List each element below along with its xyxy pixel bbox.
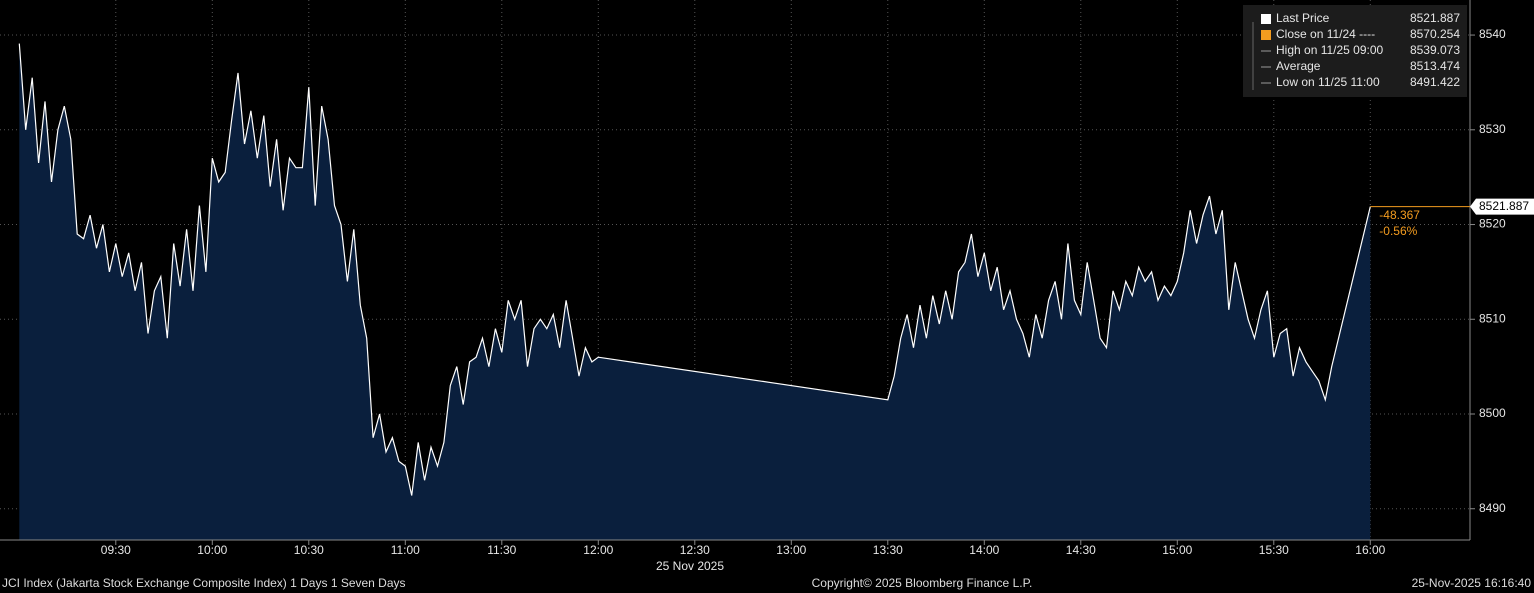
- x-tick-label: 15:30: [1259, 543, 1289, 557]
- footer-right: 25-Nov-2025 16:16:40: [1412, 576, 1532, 590]
- legend-label: Last Price: [1276, 11, 1330, 25]
- change-percent-label: -0.56%: [1379, 224, 1417, 238]
- x-tick-label: 12:30: [680, 543, 710, 557]
- legend-value: 8570.254: [1410, 27, 1460, 41]
- legend-label: Average: [1276, 59, 1321, 73]
- area-fill: [19, 43, 1371, 540]
- last-price-label: 8521.887: [1479, 199, 1529, 213]
- x-tick-label: 13:30: [873, 543, 903, 557]
- y-tick-label: 8490: [1479, 501, 1506, 515]
- y-tick-label: 8530: [1479, 122, 1506, 136]
- x-tick-label: 09:30: [101, 543, 131, 557]
- legend-label: Close on 11/24 ----: [1276, 27, 1375, 41]
- footer-left: JCI Index (Jakarta Stock Exchange Compos…: [2, 576, 406, 590]
- plot-area: [0, 0, 1470, 540]
- x-tick-label: 13:00: [776, 543, 806, 557]
- x-axis-label: 25 Nov 2025: [656, 559, 724, 573]
- legend-value: 8491.422: [1410, 75, 1460, 89]
- y-tick-label: 8520: [1479, 217, 1506, 231]
- change-label: -48.367: [1379, 208, 1420, 222]
- x-tick-label: 16:00: [1355, 543, 1385, 557]
- legend-box: [1243, 5, 1467, 97]
- footer-center: Copyright© 2025 Bloomberg Finance L.P.: [812, 576, 1033, 590]
- legend-value: 8539.073: [1410, 43, 1460, 57]
- legend-value: 8521.887: [1410, 11, 1460, 25]
- x-tick-label: 14:00: [969, 543, 999, 557]
- x-tick-label: 10:00: [197, 543, 227, 557]
- y-tick-label: 8500: [1479, 406, 1506, 420]
- x-tick-label: 11:00: [391, 543, 420, 557]
- legend-swatch: [1261, 14, 1271, 24]
- x-tick-label: 11:30: [487, 543, 516, 557]
- x-tick-label: 14:30: [1066, 543, 1096, 557]
- legend-label: Low on 11/25 11:00: [1276, 75, 1380, 89]
- y-tick-label: 8540: [1479, 27, 1506, 41]
- x-tick-label: 12:00: [583, 543, 613, 557]
- y-tick-label: 8510: [1479, 311, 1506, 325]
- x-tick-label: 15:00: [1162, 543, 1192, 557]
- legend-swatch: [1261, 30, 1271, 40]
- x-tick-label: 10:30: [294, 543, 324, 557]
- legend-value: 8513.474: [1410, 59, 1460, 73]
- last-price-tag: [1470, 198, 1534, 215]
- legend-label: High on 11/25 09:00: [1276, 43, 1384, 57]
- price-line: [18, 43, 1371, 496]
